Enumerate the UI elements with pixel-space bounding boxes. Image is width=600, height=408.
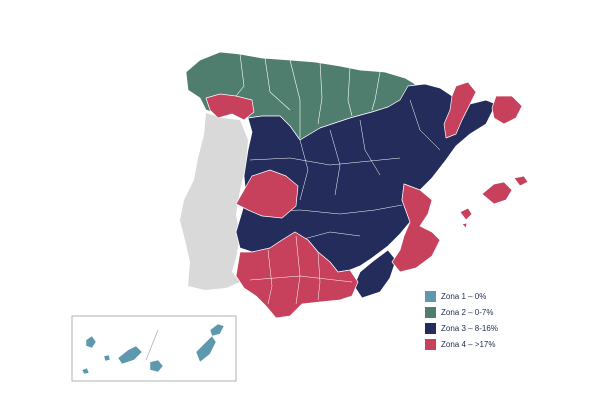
zona4-baleares-ibiza	[459, 207, 473, 221]
legend-item-zona3: Zona 3 – 8-16%	[425, 321, 498, 336]
canary-islands-inset-frame	[71, 315, 237, 382]
zona3-almeria	[353, 249, 397, 299]
legend-swatch-zona1	[425, 291, 436, 302]
zona4-andalucia-borders	[249, 235, 353, 305]
zona4-extremadura	[235, 169, 299, 219]
portugal-region	[180, 113, 248, 290]
legend-item-zona2: Zona 2 – 0-7%	[425, 305, 498, 320]
legend-item-zona4: Zona 4 – >17%	[425, 337, 498, 352]
zona4-girona	[491, 95, 523, 125]
legend-label-zona1: Zona 1 – 0%	[441, 292, 487, 301]
legend-label-zona4: Zona 4 – >17%	[441, 340, 496, 349]
legend-label-zona2: Zona 2 – 0-7%	[441, 308, 494, 317]
zona2-borders	[235, 53, 381, 138]
legend-item-zona1: Zona 1 – 0%	[425, 289, 498, 304]
legend-swatch-zona2	[425, 307, 436, 318]
zona4-huesca	[443, 81, 477, 139]
legend: Zona 1 – 0% Zona 2 – 0-7% Zona 3 – 8-16%…	[425, 289, 498, 353]
legend-label-zona3: Zona 3 – 8-16%	[441, 324, 498, 333]
zona4-baleares-mallorca	[481, 181, 513, 205]
legend-swatch-zona3	[425, 323, 436, 334]
zona4-ourense	[205, 93, 255, 121]
zona4-valencia-murcia	[391, 183, 441, 273]
canary-islands-zona1	[81, 323, 225, 375]
zona4-baleares-formentera	[461, 222, 468, 229]
zona4-andalucia	[235, 231, 359, 319]
zona4-baleares-menorca	[513, 175, 529, 187]
canary-islands-divider	[145, 329, 159, 361]
legend-swatch-zona4	[425, 339, 436, 350]
